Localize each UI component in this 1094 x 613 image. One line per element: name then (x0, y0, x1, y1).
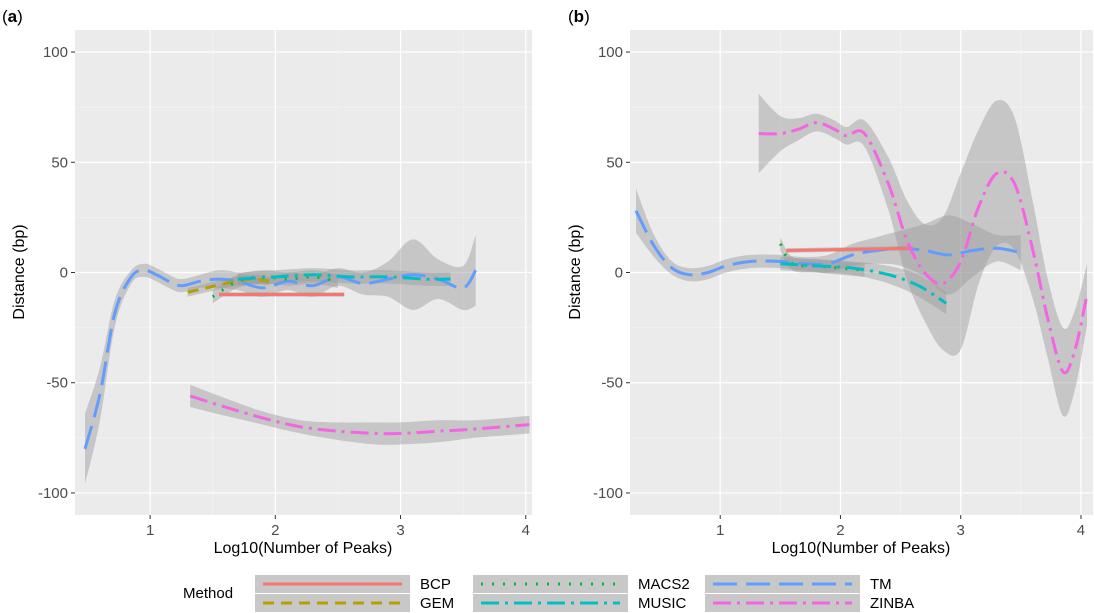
panel-b-x-ticks: 1 2 3 4 (716, 515, 1085, 539)
ribbon-tm-b (636, 188, 1021, 295)
y-tick-label-b: 100 (598, 44, 623, 61)
x-tick-label-a: 4 (522, 522, 530, 539)
series-zinba-b (758, 121, 1089, 375)
series-tm-a (83, 268, 477, 450)
ribbon-music-b (780, 257, 947, 315)
y-tick-label-b: 50 (606, 154, 623, 171)
y-tick-label-a: 0 (60, 265, 68, 282)
panel-b-lines (634, 121, 1089, 375)
panel-a-y-axis-title: Distance (bp) (11, 224, 28, 319)
legend-label-zinba: ZINBA (870, 595, 914, 612)
y-tick-label-b: 0 (615, 265, 623, 282)
ribbon-tm-a (85, 235, 476, 485)
panel-b-y-ticks: 100 50 0 -50 -100 (593, 44, 630, 502)
x-tick-label-b: 2 (836, 522, 844, 539)
ribbon-zinba-a (190, 384, 530, 445)
legend-label-macs2: MACS2 (638, 576, 690, 593)
series-music-a (237, 273, 451, 281)
x-tick-label-a: 2 (271, 522, 279, 539)
series-tm-b (634, 210, 1022, 277)
panel-b-grid (630, 30, 1093, 515)
x-tick-label-b: 3 (957, 522, 965, 539)
legend-label-tm: TM (870, 576, 892, 593)
panel-a: (a) 100 50 0 -50 -100 1 2 3 4 Log10(Number of P… (2, 7, 532, 557)
y-tick-label-a: -50 (46, 375, 68, 392)
legend: Method BCP GEM MACS2 MUSIC TM ZINBA (183, 575, 914, 612)
y-tick-label-a: -100 (38, 485, 68, 502)
x-tick-label-b: 1 (716, 522, 724, 539)
x-tick-label-b: 4 (1077, 522, 1085, 539)
legend-label-music: MUSIC (638, 595, 687, 612)
series-music-b (780, 262, 948, 305)
panel-b: (b) 100 50 0 -50 -100 1 2 3 4 Log10(Number of P… (567, 7, 1093, 557)
panel-b-x-axis-title: Log10(Number of Peaks) (772, 540, 951, 557)
y-tick-label-a: 50 (51, 154, 68, 171)
panel-a-x-axis-title: Log10(Number of Peaks) (214, 540, 393, 557)
legend-label-gem: GEM (420, 595, 454, 612)
panel-a-y-ticks: 100 50 0 -50 -100 (38, 44, 75, 502)
y-tick-label-b: -50 (601, 375, 623, 392)
legend-label-bcp: BCP (420, 576, 451, 593)
legend-items: BCP GEM MACS2 MUSIC TM ZINBA (255, 575, 914, 612)
series-bcp-b (786, 246, 913, 252)
panel-a-tag: (a) (2, 7, 23, 26)
legend-key-gem (255, 594, 410, 612)
ribbon-macs2-b (780, 237, 865, 277)
panel-a-lines (83, 268, 530, 450)
x-tick-label-a: 1 (146, 522, 154, 539)
legend-title: Method (183, 585, 233, 602)
y-tick-label-b: -100 (593, 485, 623, 502)
x-tick-label-a: 3 (396, 522, 404, 539)
series-zinba-a (189, 394, 530, 436)
ribbon-zinba-b (758, 93, 1087, 417)
legend-key-macs2 (473, 575, 628, 593)
y-tick-label-a: 100 (43, 44, 68, 61)
panel-b-tag: (b) (568, 7, 590, 26)
panel-a-grid (75, 30, 532, 515)
panel-b-y-axis-title: Distance (bp) (567, 224, 584, 319)
panel-a-x-ticks: 1 2 3 4 (146, 515, 530, 539)
series-gem-a (187, 277, 270, 294)
